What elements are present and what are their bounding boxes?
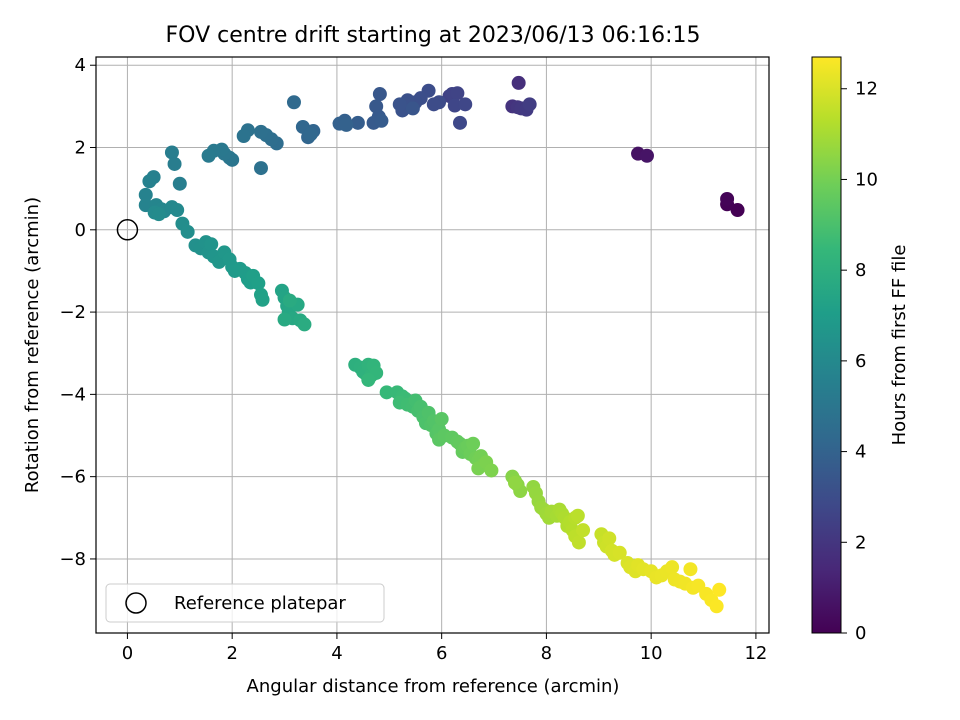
data-point [447,98,462,113]
data-point [339,117,354,132]
data-point [576,523,591,538]
y-tick-label: −8 [59,549,86,570]
data-point [379,385,394,400]
legend-marker-reference [125,592,147,614]
data-point [236,128,251,143]
data-point [170,203,185,218]
data-point [255,292,270,307]
data-point [167,156,182,171]
x-tick-label: 0 [122,643,133,664]
data-point [571,535,586,550]
data-point [204,237,219,252]
data-point [450,86,465,101]
data-point [720,191,735,206]
colorbar: 0 2 4 6 8 10 12 Hours from first FF file [811,56,910,644]
data-point [138,187,153,202]
data-point [602,531,617,546]
data-point [180,224,195,239]
y-tick-label: 4 [75,55,86,76]
x-tick-label: 2 [226,643,237,664]
y-tick-label: −4 [59,384,86,405]
y-tick-label: 0 [75,220,86,241]
y-tick-label: 2 [75,138,86,159]
colorbar-tick-label: 8 [855,260,866,281]
data-point [361,372,376,387]
x-tick-label: 4 [331,643,342,664]
colorbar-tick-label: 6 [855,351,866,372]
data-point [511,75,526,90]
data-point [570,508,585,523]
data-point [665,560,680,575]
data-point [277,312,292,327]
x-tick-label: 6 [436,643,447,664]
data-point [709,599,724,614]
data-point [201,148,216,163]
data-point [253,124,268,139]
data-point [612,545,627,560]
data-point [458,97,473,112]
colorbar-tick-label: 4 [855,442,866,463]
x-tick-label: 8 [541,643,552,664]
legend-box [105,583,385,623]
data-point [253,161,268,176]
data-point [374,113,389,128]
data-point [683,562,698,577]
x-tick-label: 10 [640,643,663,664]
data-point [151,207,166,222]
data-point [392,97,407,112]
data-point [522,97,537,112]
y-axis-ticks: −8 −6 −4 −2 0 2 4 [59,55,96,570]
x-tick-label: 12 [744,643,767,664]
x-axis-label: Angular distance from reference (arcmin) [247,676,620,697]
data-point [282,293,297,308]
colorbar-ticks: 0 2 4 6 8 10 12 [841,79,878,644]
plot-area-frame [95,56,770,634]
data-point [730,203,745,218]
data-point [372,87,387,102]
x-axis-ticks: 0 2 4 6 8 10 12 [122,633,767,664]
chart-title: FOV centre drift starting at 2023/06/13 … [166,23,701,48]
colorbar-tick-label: 2 [855,532,866,553]
y-tick-label: −6 [59,467,86,488]
data-point [434,412,449,427]
data-point [172,176,187,191]
legend-entry-reference: Reference platepar [174,593,346,614]
data-point [251,276,266,291]
y-axis-label: Rotation from reference (arcmin) [22,197,43,493]
colorbar-tick-label: 0 [855,623,866,644]
data-point [164,145,179,160]
colorbar-label: Hours from first FF file [889,245,910,446]
colorbar-tick-label: 10 [855,169,878,190]
data-point [639,148,654,163]
reference-platepar-marker [116,219,139,241]
data-point [350,115,365,130]
data-point [712,582,727,597]
grid-lines [96,57,769,633]
data-point [484,463,499,478]
data-point [297,317,312,332]
colorbar-tick-label: 12 [855,79,878,100]
data-point [303,127,318,142]
data-point [426,97,441,112]
data-point [286,95,301,110]
data-points [116,75,745,614]
data-point [142,174,157,189]
colorbar-gradient [811,56,842,634]
data-point [466,436,481,451]
data-point [405,101,420,116]
legend: Reference platepar [105,583,385,623]
data-point [452,115,467,130]
y-tick-label: −2 [59,302,86,323]
data-point [507,475,522,490]
